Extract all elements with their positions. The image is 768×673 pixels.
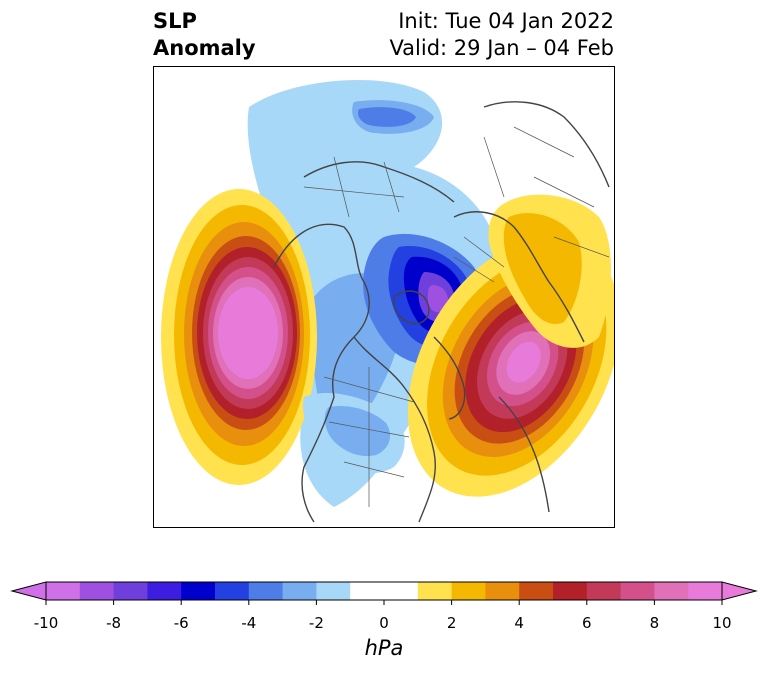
- coastlines: [273, 101, 610, 523]
- pacific-high-core: [218, 287, 278, 379]
- map-panel: [153, 66, 615, 528]
- colorbar-segment: [248, 582, 284, 600]
- colorbar-segment: [79, 582, 115, 600]
- colorbar-tick-label: -8: [106, 614, 122, 632]
- colorbar-unit: hPa: [364, 636, 404, 660]
- title-right: Init: Tue 04 Jan 2022 Valid: 29 Jan – 04…: [389, 8, 614, 62]
- title-left: SLP Anomaly: [153, 8, 256, 62]
- colorbar-segment: [586, 582, 622, 600]
- anomaly-map: [161, 80, 614, 523]
- colorbar-segment: [384, 582, 419, 600]
- init-date: Init: Tue 04 Jan 2022: [398, 9, 614, 33]
- colorbar-tick-label: 4: [514, 614, 524, 632]
- colorbar-ticks: [45, 600, 723, 605]
- colorbar-segment: [350, 582, 385, 600]
- colorbar-tick-label: 8: [649, 614, 660, 632]
- colorbar-segment: [417, 582, 453, 600]
- colorbar-segment: [654, 582, 689, 600]
- colorbar-tick-label: 0: [379, 614, 389, 632]
- colorbar: [10, 581, 758, 605]
- arctic-low-center: [427, 285, 448, 313]
- colorbar-tick-label: -6: [173, 614, 189, 632]
- colorbar-segment: [147, 582, 182, 600]
- colorbar-under-arrow: [10, 581, 47, 601]
- colorbar-segment: [688, 582, 723, 600]
- north-america-trough-core: [324, 405, 391, 457]
- colorbar-outline: [45, 581, 723, 601]
- colorbar-segment: [519, 582, 554, 600]
- colorbar-segment: [620, 582, 655, 600]
- colorbar-segments: [46, 582, 723, 600]
- negative-anomaly-asia-core: [358, 107, 416, 127]
- colorbar-segment: [485, 582, 520, 600]
- colorbar-over-arrow: [721, 581, 758, 601]
- colorbar-tick-label: -2: [308, 614, 324, 632]
- colorbar-segment: [282, 582, 317, 600]
- siberia-high-inner: [503, 213, 582, 325]
- colorbar-tick-label: 10: [712, 614, 732, 632]
- borders: [303, 126, 610, 507]
- colorbar-segment: [113, 582, 148, 600]
- colorbar-tick-label: 6: [582, 614, 592, 632]
- colorbar-segment: [181, 582, 216, 600]
- atlantic-high-core: [506, 341, 541, 383]
- colorbar-tick-label: -4: [241, 614, 257, 632]
- anomaly-fill: [161, 80, 614, 507]
- valid-range: Valid: 29 Jan – 04 Feb: [389, 36, 614, 60]
- title-type: Anomaly: [153, 36, 256, 60]
- colorbar-segment: [316, 582, 351, 600]
- colorbar-segment: [451, 582, 486, 600]
- title-variable: SLP: [153, 9, 197, 33]
- colorbar-segment: [553, 582, 588, 600]
- colorbar-segment: [215, 582, 250, 600]
- colorbar-tick-label: -10: [33, 614, 59, 632]
- colorbar-tick-label: 2: [446, 614, 457, 632]
- colorbar-segment: [46, 582, 81, 600]
